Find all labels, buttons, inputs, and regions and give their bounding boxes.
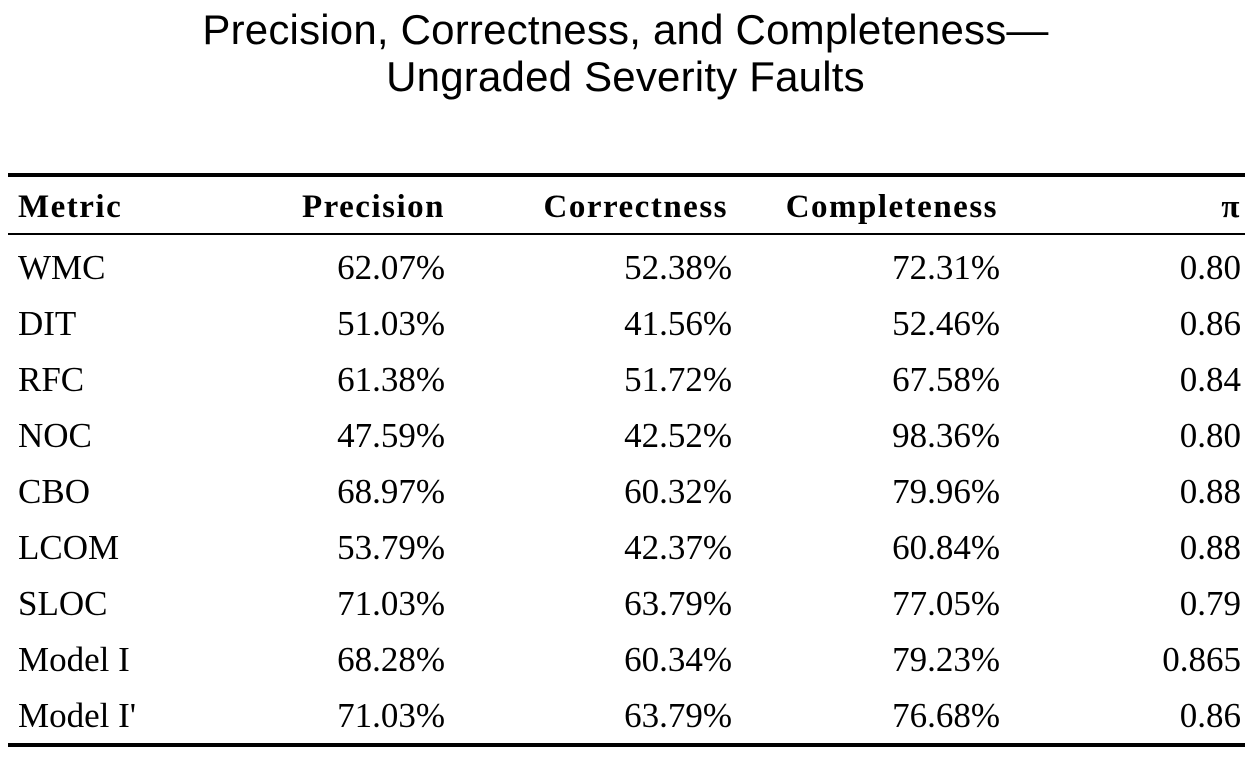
cell-metric: WMC (18, 248, 106, 287)
table-row: NOC 47.59% 42.52% 98.36% 0.80 (0, 408, 1251, 464)
cell-precision: 61.38% (337, 360, 445, 399)
cell-precision: 68.28% (337, 640, 445, 679)
cell-pi: 0.86 (1179, 696, 1241, 735)
header-correctness: Correctness (543, 189, 728, 225)
cell-completeness: 77.05% (892, 584, 1000, 623)
table-row: CBO 68.97% 60.32% 79.96% 0.88 (0, 464, 1251, 520)
cell-pi: 0.88 (1179, 528, 1241, 567)
cell-completeness: 67.58% (892, 360, 1000, 399)
cell-precision: 53.79% (337, 528, 445, 567)
cell-metric: SLOC (18, 584, 108, 623)
title-line-1: Precision, Correctness, and Completeness… (202, 6, 1049, 53)
table-row: Model I' 71.03% 63.79% 76.68% 0.86 (0, 688, 1251, 744)
cell-metric: CBO (18, 472, 90, 511)
table-header-row: Metric Precision Correctness Completenes… (0, 179, 1251, 235)
cell-precision: 68.97% (337, 472, 445, 511)
table-top-rule (8, 173, 1245, 177)
table-header-rule (8, 233, 1245, 235)
cell-pi: 0.86 (1179, 304, 1241, 343)
cell-precision: 51.03% (337, 304, 445, 343)
cell-precision: 62.07% (337, 248, 445, 287)
cell-pi: 0.88 (1179, 472, 1241, 511)
table-bottom-rule (8, 743, 1245, 747)
cell-metric: NOC (18, 416, 92, 455)
cell-metric: RFC (18, 360, 85, 399)
cell-correctness: 60.32% (624, 472, 732, 511)
table-row: DIT 51.03% 41.56% 52.46% 0.86 (0, 296, 1251, 352)
cell-metric: Model I' (18, 696, 137, 735)
cell-correctness: 63.79% (624, 696, 732, 735)
table-row: SLOC 71.03% 63.79% 77.05% 0.79 (0, 576, 1251, 632)
cell-completeness: 79.23% (892, 640, 1000, 679)
header-metric: Metric (18, 189, 123, 225)
cell-metric: LCOM (18, 528, 120, 567)
title-line-2: Ungraded Severity Faults (386, 53, 865, 100)
cell-completeness: 60.84% (892, 528, 1000, 567)
cell-metric: Model I (18, 640, 130, 679)
cell-pi: 0.80 (1179, 248, 1241, 287)
cell-correctness: 63.79% (624, 584, 732, 623)
cell-metric: DIT (18, 304, 77, 343)
cell-correctness: 51.72% (624, 360, 732, 399)
header-pi: π (1221, 189, 1241, 225)
cell-correctness: 52.38% (624, 248, 732, 287)
cell-completeness: 98.36% (892, 416, 1000, 455)
table-row: LCOM 53.79% 42.37% 60.84% 0.88 (0, 520, 1251, 576)
cell-correctness: 42.52% (624, 416, 732, 455)
table-row: RFC 61.38% 51.72% 67.58% 0.84 (0, 352, 1251, 408)
cell-precision: 71.03% (337, 696, 445, 735)
cell-completeness: 72.31% (892, 248, 1000, 287)
cell-completeness: 79.96% (892, 472, 1000, 511)
cell-completeness: 76.68% (892, 696, 1000, 735)
cell-correctness: 41.56% (624, 304, 732, 343)
table-title: Precision, Correctness, and Completeness… (0, 6, 1251, 100)
cell-pi: 0.79 (1179, 584, 1241, 623)
cell-pi: 0.84 (1179, 360, 1241, 399)
cell-correctness: 42.37% (624, 528, 732, 567)
table-row: WMC 62.07% 52.38% 72.31% 0.80 (0, 240, 1251, 296)
cell-completeness: 52.46% (892, 304, 1000, 343)
table-row: Model I 68.28% 60.34% 79.23% 0.865 (0, 632, 1251, 688)
cell-precision: 47.59% (337, 416, 445, 455)
cell-correctness: 60.34% (624, 640, 732, 679)
cell-pi: 0.865 (1162, 640, 1241, 679)
cell-precision: 71.03% (337, 584, 445, 623)
header-precision: Precision (301, 189, 445, 225)
header-completeness: Completeness (785, 189, 998, 225)
cell-pi: 0.80 (1179, 416, 1241, 455)
